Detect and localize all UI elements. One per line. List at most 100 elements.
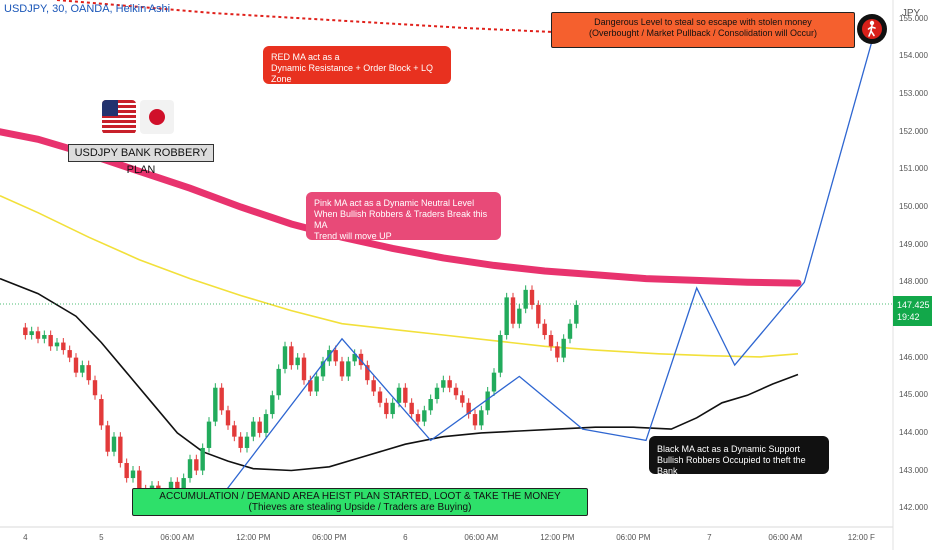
- candle: [333, 350, 338, 362]
- red-ma-note: RED MA act as a Dynamic Resistance + Ord…: [263, 46, 451, 84]
- y-tick-label: 144.000: [899, 427, 928, 437]
- x-tick-label: 06:00 AM: [768, 533, 803, 542]
- candle: [238, 436, 243, 448]
- candle: [472, 414, 478, 426]
- candle: [99, 399, 104, 426]
- accum-note-line-2: (Thieves are stealing Upside / Traders a…: [248, 502, 472, 513]
- x-tick-label: 06:00 PM: [616, 533, 651, 542]
- candle: [35, 331, 41, 339]
- candle: [510, 297, 516, 324]
- candle: [390, 402, 395, 415]
- bar-countdown: 19:42: [897, 312, 920, 322]
- candle: [42, 335, 47, 339]
- candle: [542, 323, 547, 336]
- x-tick-label: 12:00 PM: [236, 533, 271, 542]
- japan-flag-icon: [140, 100, 174, 134]
- y-tick-label: 153.000: [899, 89, 928, 99]
- y-tick-label: 154.000: [899, 51, 928, 61]
- red-ma-note-line-1: RED MA act as a: [271, 52, 340, 62]
- candle: [498, 335, 503, 373]
- candle: [529, 289, 535, 305]
- candle: [574, 304, 579, 324]
- pink-note-line-2: When Bullish Robbers & Traders Break thi…: [314, 209, 488, 230]
- candle: [384, 402, 389, 415]
- symbol-header[interactable]: USDJPY, 30, OANDA, Heikin Ashi: [4, 3, 171, 15]
- candle: [295, 357, 300, 366]
- y-tick-label: 155.000: [899, 13, 928, 23]
- candle: [29, 331, 34, 336]
- current-price-tag: 147.425 19:42: [893, 296, 932, 326]
- y-tick-label: 151.000: [899, 164, 928, 174]
- candle: [263, 414, 269, 433]
- x-tick-label: 6: [403, 533, 408, 542]
- candle: [175, 481, 180, 494]
- candle: [194, 459, 199, 471]
- x-tick-label: 12:00 F: [847, 533, 875, 542]
- candle: [257, 421, 262, 433]
- danger-note-line-2: (Overbought / Market Pullback / Consolid…: [588, 28, 818, 38]
- candle: [187, 459, 193, 479]
- candle: [352, 353, 357, 362]
- pink-note-line-3: Trend will move UP: [314, 231, 392, 241]
- candle: [73, 357, 79, 373]
- candle: [301, 357, 307, 381]
- candle: [396, 387, 402, 403]
- currency-label: JPY: [901, 8, 921, 19]
- candles: [23, 285, 579, 509]
- candle: [466, 402, 471, 415]
- candle: [308, 380, 313, 392]
- candle: [346, 361, 351, 377]
- y-tick-label: 152.000: [899, 126, 928, 136]
- x-tick-label: 06:00 AM: [464, 533, 499, 542]
- candle: [111, 436, 117, 452]
- candle: [320, 361, 326, 377]
- black-note-line-2: Bullish Robbers Occupied to theft the Ba…: [657, 455, 806, 476]
- candle: [358, 353, 364, 366]
- y-tick-label: 145.000: [899, 390, 928, 400]
- candle: [504, 297, 509, 336]
- candle: [428, 399, 433, 411]
- accum-note-line-1: ACCUMULATION / DEMAND AREA HEIST PLAN ST…: [159, 491, 561, 502]
- pink-note-line-1: Pink MA act as a Dynamic Neutral Level: [314, 198, 475, 208]
- black-ma-line: [0, 277, 799, 472]
- candle: [219, 387, 224, 411]
- us-flag-icon: [102, 100, 136, 134]
- candle: [213, 387, 218, 422]
- candle: [365, 365, 370, 381]
- accumulation-note: ACCUMULATION / DEMAND AREA HEIST PLAN ST…: [132, 488, 588, 516]
- candle: [561, 338, 566, 358]
- candle: [225, 410, 231, 426]
- candle: [339, 361, 345, 377]
- pink-ma-line: [0, 128, 802, 287]
- candle: [409, 402, 414, 415]
- candle: [314, 376, 319, 392]
- candle: [67, 350, 72, 358]
- candle: [124, 463, 129, 479]
- candle: [441, 380, 446, 388]
- candle: [118, 436, 123, 464]
- candle: [548, 335, 554, 347]
- candle: [206, 421, 212, 448]
- candle: [453, 387, 459, 396]
- red-ma-note-line-2: Dynamic Resistance + Order Block + LQ Zo…: [271, 63, 434, 84]
- black-note-line-1: Black MA act as a Dynamic Support: [657, 444, 801, 454]
- candle: [270, 395, 275, 415]
- candle: [517, 308, 522, 324]
- danger-level-note: Dangerous Level to steal so escape with …: [551, 12, 855, 48]
- candle: [137, 470, 142, 490]
- danger-note-line-1: Dangerous Level to steal so escape with …: [594, 17, 812, 27]
- candle: [536, 304, 541, 324]
- current-price: 147.425: [897, 300, 930, 310]
- candle: [460, 395, 465, 403]
- candle: [377, 391, 383, 403]
- candle: [282, 346, 288, 369]
- pink-ma-note: Pink MA act as a Dynamic Neutral Level W…: [306, 192, 501, 241]
- y-tick-label: 143.000: [899, 465, 928, 475]
- candle: [232, 425, 237, 437]
- zigzag-line: [214, 33, 875, 505]
- candle: [54, 342, 60, 347]
- candle: [23, 327, 28, 336]
- x-tick-label: 7: [707, 533, 712, 542]
- candle: [447, 380, 452, 388]
- candle: [48, 335, 53, 347]
